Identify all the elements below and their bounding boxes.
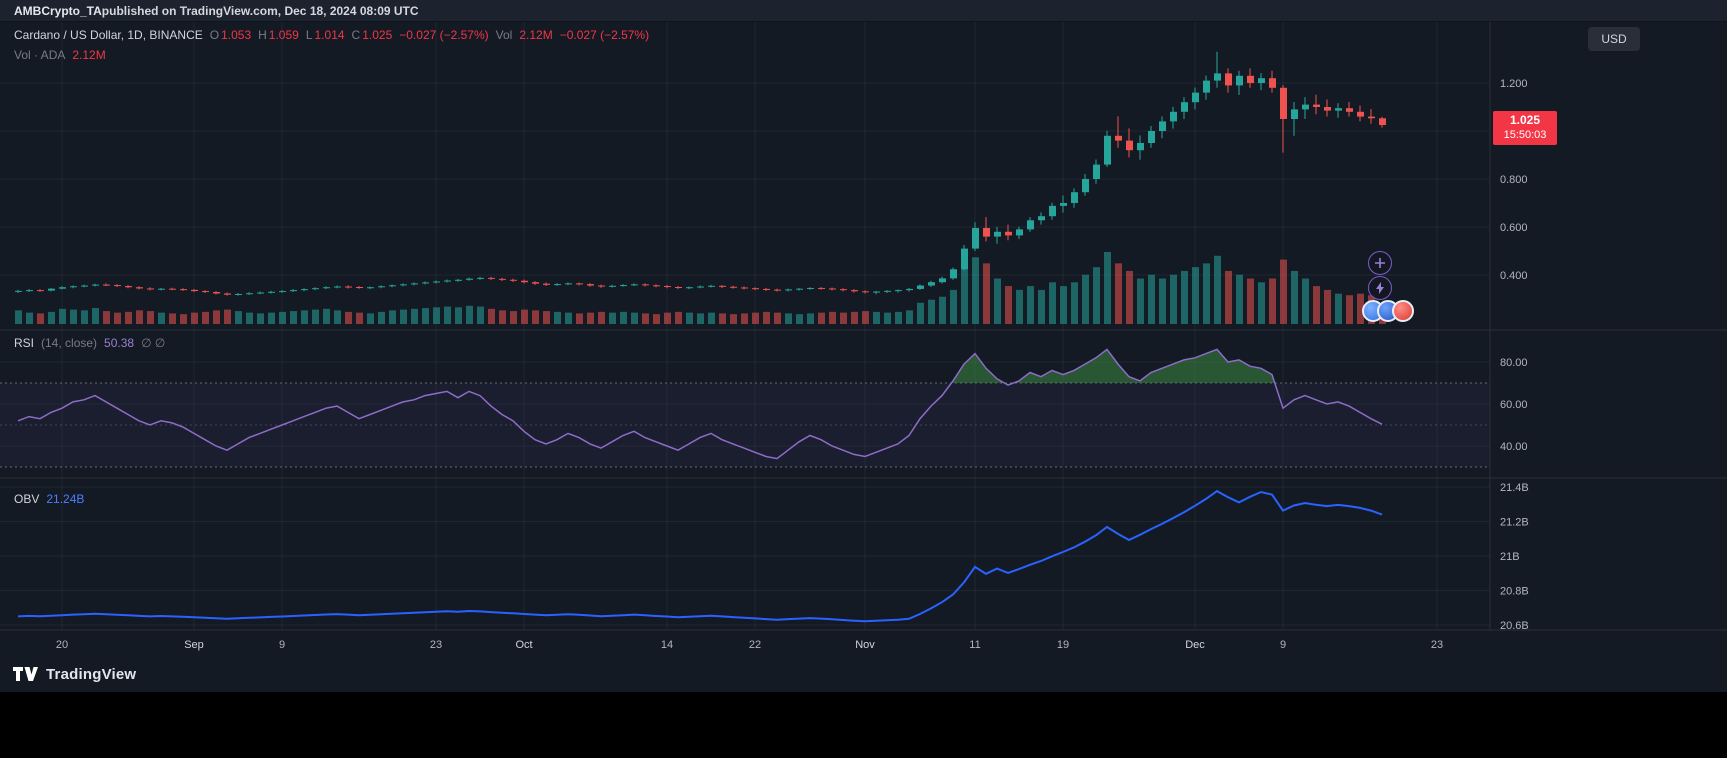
ohlc-close: C 1.025 — [351, 28, 393, 42]
boost-button[interactable] — [1368, 276, 1392, 300]
svg-text:0.400: 0.400 — [1500, 270, 1528, 282]
ohlc-low: L 1.014 — [305, 28, 345, 42]
reaction-emojis[interactable] — [1362, 300, 1414, 322]
price-axis[interactable]: 1.200 0.800 0.600 0.400 80.00 60.00 40.00 21.4B… — [1500, 78, 1529, 632]
rsi-band — [0, 382, 1490, 468]
svg-text:9: 9 — [279, 639, 285, 651]
svg-text:Sep: Sep — [184, 639, 204, 651]
svg-text:60.00: 60.00 — [1500, 399, 1528, 411]
ohlc-high: H 1.059 — [258, 28, 299, 42]
svg-text:0.800: 0.800 — [1500, 174, 1528, 186]
ohlc-open: O 1.053 — [209, 28, 252, 42]
svg-text:9: 9 — [1280, 639, 1286, 651]
svg-text:1.200: 1.200 — [1500, 78, 1528, 90]
svg-text:11: 11 — [969, 639, 980, 651]
time-axis[interactable]: 20 Sep 9 23 Oct 14 22 Nov 11 19 Dec 9 23 — [56, 639, 1443, 651]
vol-label: Vol — [495, 28, 513, 42]
chart-canvas[interactable]: 1.200 0.800 0.600 0.400 80.00 60.00 40.00 21.4B… — [0, 22, 1727, 656]
rsi-legend: RSI (14, close) 50.38 ∅ ∅ — [14, 336, 165, 350]
pane-separators — [0, 22, 1727, 631]
rsi-overbought-fill — [18, 349, 1382, 383]
last-price: 1.025 — [1509, 113, 1541, 127]
svg-text:20.8B: 20.8B — [1500, 586, 1529, 598]
candlesticks — [15, 51, 1386, 296]
obv-legend: OBV 21.24B — [14, 492, 84, 506]
rsi-value: 50.38 — [104, 336, 135, 350]
plus-icon — [1375, 258, 1385, 268]
grid-lines — [0, 22, 1490, 630]
add-reaction-button[interactable] — [1368, 251, 1392, 275]
price-change: −0.027 (−2.57%) — [399, 28, 489, 42]
volume-indicator-value: 2.12M — [72, 48, 106, 62]
volume-indicator-label[interactable]: Vol · ADA — [14, 48, 66, 62]
last-price-badge: 1.025 15:50:03 — [1493, 111, 1557, 145]
svg-text:Dec: Dec — [1185, 639, 1205, 651]
rsi-params: (14, close) — [41, 336, 98, 350]
rsi-line — [17, 348, 1383, 460]
author-username[interactable]: AMBCrypto_TA — [14, 3, 102, 18]
chart-area: 1.200 0.800 0.600 0.400 80.00 60.00 40.00 21.4B… — [0, 22, 1727, 656]
svg-text:22: 22 — [749, 639, 761, 651]
obv-value: 21.24B — [46, 492, 85, 506]
tradingview-logo-icon[interactable] — [12, 664, 38, 684]
bar-countdown: 15:50:03 — [1503, 129, 1547, 141]
bottom-black-strip — [0, 692, 1727, 758]
svg-text:Oct: Oct — [515, 639, 532, 651]
rsi-name[interactable]: RSI — [14, 336, 35, 350]
svg-text:Nov: Nov — [855, 639, 875, 651]
svg-text:21.2B: 21.2B — [1500, 517, 1529, 529]
lightning-icon — [1376, 282, 1384, 294]
volume-legend: Vol · ADA 2.12M — [14, 48, 106, 62]
vol-value: 2.12M — [519, 28, 553, 42]
obv-line — [17, 489, 1383, 623]
svg-text:14: 14 — [661, 639, 673, 651]
currency-toggle-button[interactable]: USD — [1588, 27, 1640, 51]
obv-name[interactable]: OBV — [14, 492, 40, 506]
svg-text:19: 19 — [1057, 639, 1069, 651]
svg-text:21B: 21B — [1500, 551, 1520, 563]
rsi-ma-values: ∅ ∅ — [141, 336, 166, 350]
svg-text:40.00: 40.00 — [1500, 441, 1528, 453]
price-change-2: −0.027 (−2.57%) — [559, 28, 650, 42]
tradingview-brand[interactable]: TradingView — [46, 665, 137, 683]
attribution-bar: AMBCrypto_TA published on TradingView.co… — [0, 0, 1727, 22]
svg-text:0.600: 0.600 — [1500, 222, 1528, 234]
reaction-emoji-red[interactable] — [1392, 300, 1414, 322]
svg-text:80.00: 80.00 — [1500, 357, 1528, 369]
symbol-title[interactable]: Cardano / US Dollar, 1D, BINANCE — [14, 28, 203, 42]
svg-text:21.4B: 21.4B — [1500, 482, 1529, 494]
svg-text:20.6B: 20.6B — [1500, 620, 1529, 632]
attribution-text: published on TradingView.com, Dec 18, 20… — [101, 3, 419, 18]
volume-bars — [15, 252, 1386, 324]
svg-text:20: 20 — [56, 639, 68, 651]
svg-text:23: 23 — [430, 639, 442, 651]
svg-text:23: 23 — [1431, 639, 1443, 651]
symbol-legend: Cardano / US Dollar, 1D, BINANCE O 1.053 … — [14, 28, 649, 42]
footer-bar: TradingView — [0, 656, 1727, 692]
